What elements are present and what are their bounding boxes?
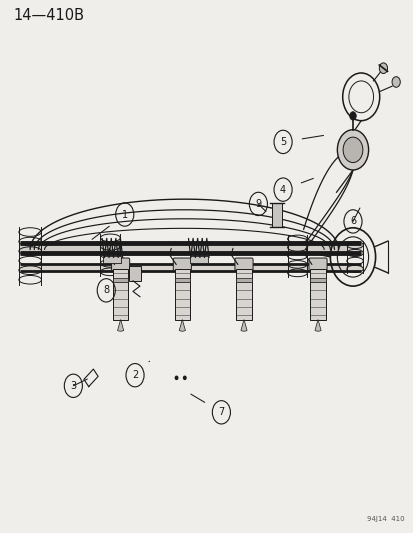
Circle shape	[337, 130, 368, 170]
FancyBboxPatch shape	[308, 258, 326, 271]
Text: 1: 1	[121, 209, 128, 220]
Bar	[309, 269, 325, 319]
Text: 8: 8	[103, 285, 109, 295]
FancyBboxPatch shape	[235, 258, 252, 271]
Wedge shape	[117, 319, 123, 331]
Bar	[236, 269, 251, 319]
Text: 2: 2	[132, 370, 138, 380]
Text: 14—410B: 14—410B	[14, 8, 85, 23]
Bar	[271, 203, 281, 227]
Bar	[103, 256, 121, 263]
Circle shape	[378, 63, 387, 74]
Circle shape	[183, 376, 185, 379]
Text: 4: 4	[279, 184, 285, 195]
Bar	[113, 278, 128, 282]
Text: 3: 3	[70, 381, 76, 391]
FancyBboxPatch shape	[173, 258, 191, 271]
Circle shape	[175, 376, 177, 379]
Bar	[174, 278, 190, 282]
Bar	[174, 269, 190, 319]
Wedge shape	[314, 319, 320, 331]
Wedge shape	[240, 319, 247, 331]
Bar	[236, 278, 251, 282]
Bar	[189, 256, 207, 263]
Text: 6: 6	[349, 216, 355, 227]
Wedge shape	[179, 319, 185, 331]
Text: 7: 7	[218, 407, 224, 417]
Circle shape	[349, 112, 356, 120]
Text: 94J14  410: 94J14 410	[366, 516, 404, 522]
Bar	[309, 278, 325, 282]
Circle shape	[391, 77, 399, 87]
Bar	[129, 266, 140, 281]
Circle shape	[342, 137, 362, 163]
Text: 9: 9	[255, 199, 261, 209]
Bar	[113, 269, 128, 319]
FancyBboxPatch shape	[112, 258, 129, 271]
Text: 5: 5	[279, 137, 285, 147]
